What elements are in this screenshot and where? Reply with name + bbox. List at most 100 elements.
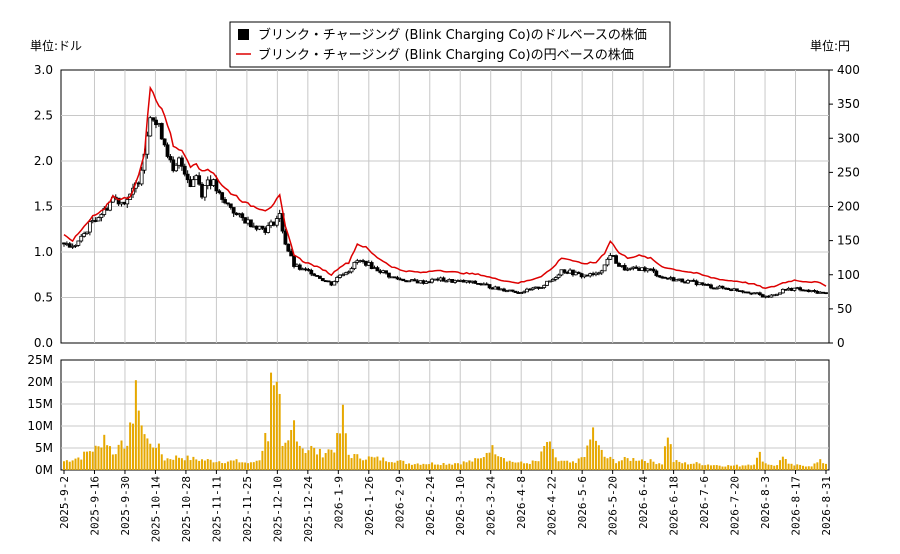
volume-bar: [548, 441, 551, 470]
volume-bar: [551, 449, 554, 470]
volume-bar: [804, 466, 807, 470]
candle-body: [214, 179, 219, 192]
volume-bar: [83, 451, 86, 470]
volume-bar: [494, 454, 497, 470]
candle-body: [628, 267, 633, 270]
x-tick-label: 2026-1-9: [332, 476, 345, 529]
candle-body: [792, 287, 797, 291]
candle-body: [625, 268, 630, 271]
volume-bar: [313, 447, 316, 470]
candle-body: [775, 293, 780, 296]
volume-bar: [620, 460, 623, 470]
volume-bar: [178, 457, 181, 470]
candle-body: [67, 243, 72, 248]
volume-bar: [218, 461, 221, 470]
volume-bar: [525, 463, 528, 470]
candle-body: [174, 164, 179, 172]
x-tick-label: 2026-8-17: [790, 476, 803, 536]
volume-panel-frame: [60, 359, 830, 471]
candle-body: [116, 197, 121, 205]
candle-body: [79, 235, 84, 242]
candle-body: [197, 175, 202, 185]
volume-bar: [813, 463, 816, 470]
volume-bar: [707, 464, 710, 470]
left-unit-label: 単位:ドル: [30, 38, 82, 53]
volume-bar: [755, 457, 758, 470]
volume-bar: [701, 465, 704, 470]
volume-bar: [606, 458, 609, 470]
candle-body: [622, 265, 627, 271]
volume-bar: [646, 462, 649, 470]
volume-bar: [410, 464, 413, 470]
candle-body: [562, 269, 567, 273]
volume-bar: [134, 380, 137, 470]
x-tick-label: 2026-8-31: [820, 476, 833, 536]
volume-bar: [445, 464, 448, 470]
candle-body: [320, 278, 325, 282]
volume-bar: [698, 463, 701, 470]
volume-bar: [339, 433, 342, 470]
candle-body: [159, 123, 164, 140]
volume-bar: [364, 459, 367, 470]
candle-body: [154, 119, 158, 126]
candle-body: [73, 245, 78, 247]
volume-bar: [307, 450, 310, 470]
candle-body: [202, 185, 207, 198]
volume-bar: [482, 457, 485, 470]
volume-bar: [166, 458, 169, 470]
volume-bar: [718, 465, 721, 470]
volume-bar: [781, 456, 784, 470]
candle-body: [401, 278, 406, 282]
candle-body: [148, 117, 153, 137]
volume-bar: [816, 462, 819, 470]
volume-bar: [511, 461, 514, 470]
volume-tick-label: 20M: [27, 375, 53, 389]
grid: [61, 69, 833, 474]
volume-bar: [732, 465, 735, 470]
volume-bar: [623, 456, 626, 470]
volume-bar: [385, 461, 388, 470]
volume-bar: [402, 460, 405, 470]
candle-body: [395, 277, 400, 280]
volume-bar: [675, 460, 678, 470]
volume-bar: [77, 457, 80, 470]
volume-bar: [149, 443, 152, 470]
volume-bar: [206, 459, 209, 470]
volume-bar: [577, 458, 580, 470]
volume-bar: [287, 440, 290, 470]
volume-bar: [247, 463, 250, 470]
volume-bar: [508, 460, 511, 470]
volume-bar: [195, 459, 198, 470]
volume-bar: [793, 465, 796, 470]
volume-bar: [146, 438, 149, 470]
candle-body: [335, 276, 340, 282]
volume-bar: [353, 454, 356, 470]
volume-bar: [744, 465, 747, 470]
volume-bar: [88, 451, 91, 470]
volume-bar: [537, 461, 540, 470]
volume-bar: [735, 464, 738, 470]
volume-bar: [758, 451, 761, 470]
candle-body: [191, 179, 196, 188]
usd-candles: [62, 116, 828, 299]
volume-bar: [583, 457, 586, 470]
candle-body: [657, 275, 662, 278]
volume-bar: [543, 446, 546, 470]
volume-bar: [721, 466, 724, 470]
candle-body: [82, 233, 87, 237]
candle-body: [617, 262, 621, 267]
volume-bar: [226, 461, 229, 470]
volume-bar: [692, 463, 695, 470]
x-tick-label: 2025-9-2: [58, 476, 71, 529]
volume-bar: [382, 457, 385, 470]
volume-bar: [796, 464, 799, 470]
volume-bar: [462, 461, 465, 470]
legend: ブリンク・チャージング (Blink Charging Co)のドルベースの株価…: [229, 21, 671, 68]
volume-bar: [347, 454, 350, 470]
volume-bar: [189, 460, 192, 470]
x-tick-label: 2025-10-28: [180, 476, 193, 542]
volume-bar: [540, 451, 543, 470]
volume-bar: [764, 463, 767, 470]
x-tick-label: 2026-6-4: [637, 476, 650, 529]
candle-body: [346, 271, 351, 274]
